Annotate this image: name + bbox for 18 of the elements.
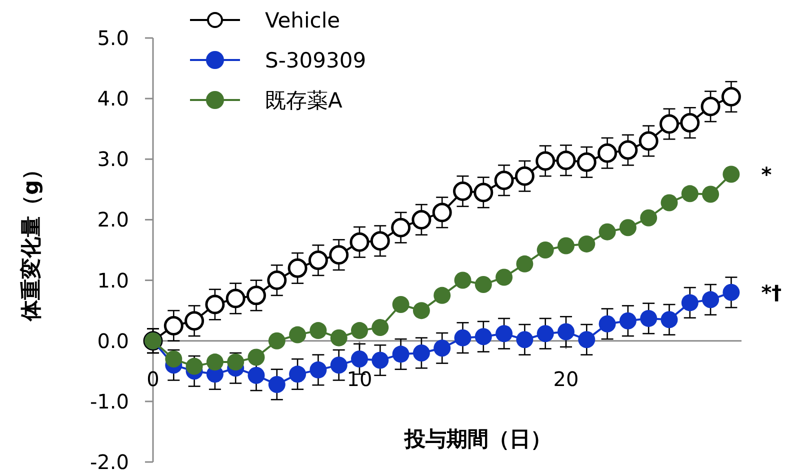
y-axis-title: 体重変化量（g） <box>19 158 43 322</box>
legend-label: S-309309 <box>265 48 366 72</box>
y-tick-label: -2.0 <box>90 450 129 474</box>
y-tick-label: -1.0 <box>90 389 129 414</box>
legend-label: Vehicle <box>265 8 340 32</box>
x-tick-label: 20 <box>553 366 579 391</box>
y-tick-label: 4.0 <box>97 86 129 111</box>
y-tick-label: 0.0 <box>97 328 129 353</box>
y-tick-label: 1.0 <box>97 268 129 292</box>
annotation: * <box>761 162 772 186</box>
annotation: *† <box>761 280 782 304</box>
y-tick-label: 5.0 <box>97 26 129 50</box>
x-axis-title: 投与期間（日） <box>404 427 552 451</box>
legend-label: 既存薬A <box>265 88 343 112</box>
y-tick-label: 2.0 <box>97 208 129 232</box>
x-tick-label: 0 <box>146 366 160 391</box>
x-tick-label: 10 <box>346 366 372 391</box>
y-tick-label: 3.0 <box>97 147 129 172</box>
